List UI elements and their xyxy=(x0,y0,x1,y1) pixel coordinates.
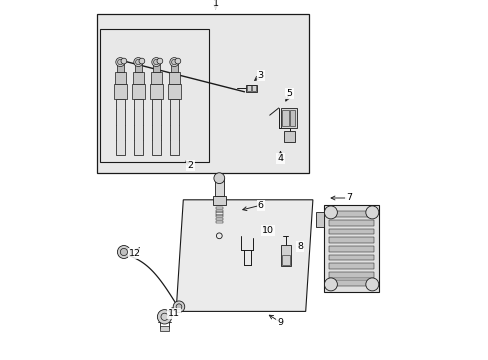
Text: 12: 12 xyxy=(128,249,141,258)
Bar xyxy=(247,85,250,91)
Bar xyxy=(215,221,223,223)
Bar xyxy=(114,84,126,99)
Bar xyxy=(328,220,373,226)
Circle shape xyxy=(365,278,378,291)
Bar xyxy=(151,99,161,155)
Bar xyxy=(215,218,223,220)
Bar xyxy=(215,210,223,212)
Bar xyxy=(215,215,223,217)
Circle shape xyxy=(151,58,161,67)
Bar xyxy=(160,326,168,331)
Bar xyxy=(280,108,296,128)
Circle shape xyxy=(365,206,378,219)
Bar xyxy=(170,62,178,72)
Bar xyxy=(168,72,179,84)
Circle shape xyxy=(213,173,224,184)
Bar xyxy=(328,237,373,243)
Bar xyxy=(282,110,288,126)
Bar xyxy=(284,131,294,142)
Bar xyxy=(251,85,255,91)
Bar xyxy=(97,14,309,173)
Circle shape xyxy=(173,301,184,312)
Circle shape xyxy=(324,206,337,219)
Text: 2: 2 xyxy=(187,161,193,170)
Text: 7: 7 xyxy=(345,194,351,202)
Bar xyxy=(212,196,225,205)
Text: 9: 9 xyxy=(277,318,283,327)
Bar xyxy=(328,255,373,260)
Polygon shape xyxy=(176,200,312,311)
Circle shape xyxy=(324,278,337,291)
Bar xyxy=(215,207,223,209)
Circle shape xyxy=(169,58,179,67)
Circle shape xyxy=(157,58,163,64)
Text: 8: 8 xyxy=(297,242,303,251)
Bar xyxy=(116,99,124,155)
Bar xyxy=(150,84,163,99)
Bar xyxy=(289,110,294,126)
Bar xyxy=(328,229,373,234)
Bar xyxy=(280,245,291,266)
Bar xyxy=(168,84,180,99)
Circle shape xyxy=(135,59,141,65)
Circle shape xyxy=(121,58,126,64)
Bar xyxy=(328,246,373,252)
Circle shape xyxy=(117,246,130,258)
Text: 4: 4 xyxy=(277,154,283,163)
Bar xyxy=(215,178,223,196)
Circle shape xyxy=(116,58,124,67)
Circle shape xyxy=(120,248,127,256)
Circle shape xyxy=(153,59,159,65)
Bar xyxy=(246,85,257,92)
Text: 3: 3 xyxy=(257,71,263,80)
Bar xyxy=(134,99,142,155)
Text: 11: 11 xyxy=(168,309,180,318)
Bar xyxy=(328,263,373,269)
Circle shape xyxy=(139,58,144,64)
Text: 5: 5 xyxy=(286,89,292,98)
Text: 6: 6 xyxy=(257,201,263,210)
Bar xyxy=(134,62,142,72)
Bar xyxy=(151,72,162,84)
Circle shape xyxy=(117,59,123,65)
Bar xyxy=(117,62,123,72)
Bar xyxy=(281,255,289,265)
Bar xyxy=(115,72,125,84)
Bar xyxy=(328,211,373,217)
Circle shape xyxy=(134,58,142,67)
Bar xyxy=(316,212,324,227)
Bar xyxy=(169,99,179,155)
Bar xyxy=(328,280,373,286)
Bar xyxy=(152,62,160,72)
Circle shape xyxy=(157,310,171,324)
Bar xyxy=(133,72,143,84)
Text: 10: 10 xyxy=(262,226,273,235)
Bar xyxy=(328,272,373,278)
Circle shape xyxy=(176,304,182,310)
Circle shape xyxy=(171,59,177,65)
Bar xyxy=(323,205,379,292)
Circle shape xyxy=(175,58,181,64)
Bar xyxy=(132,84,144,99)
Bar xyxy=(101,29,208,162)
Bar xyxy=(215,212,223,215)
Text: 1: 1 xyxy=(212,0,218,8)
